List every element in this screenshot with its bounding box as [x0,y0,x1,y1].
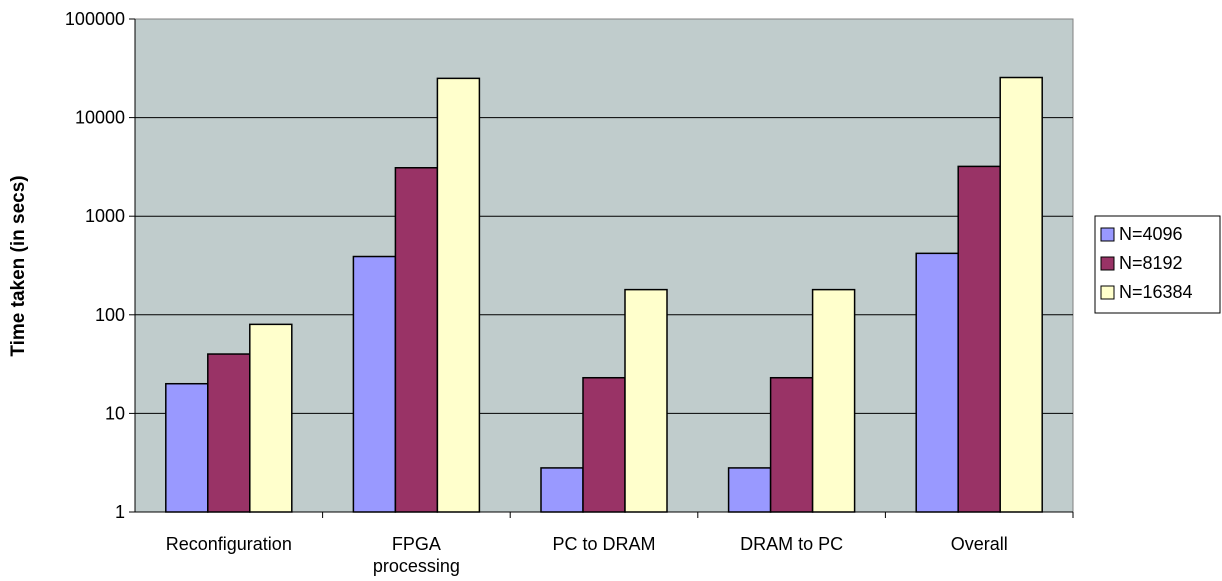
x-tick-label: DRAM to PC [740,534,843,554]
bar [352,255,397,513]
bars [165,76,1043,513]
legend: N=4096 N=8192 N=16384 [1094,215,1221,314]
x-tick-label: processing [373,556,460,576]
bar [957,165,1001,513]
x-tick-label: Reconfiguration [166,534,292,554]
y-tick-label: 100000 [65,9,125,29]
legend-label: N=4096 [1119,224,1183,244]
y-tick-label: 1 [115,502,125,522]
legend-box [1094,215,1221,314]
bar [249,323,293,513]
legend-label: N=16384 [1119,282,1193,302]
bar [582,376,626,513]
bar [436,77,481,513]
y-axis-title: Time taken (in secs) [8,175,29,356]
bar [769,376,814,513]
bar [811,288,856,513]
y-tick-label: 100 [95,305,125,325]
legend-swatch [1100,256,1115,271]
legend-swatch [1100,285,1115,300]
y-tick-label: 10000 [75,108,125,128]
bar [394,167,439,513]
bar [207,353,251,513]
y-tick-label: 1000 [85,206,125,226]
legend-label: N=8192 [1119,253,1183,273]
bar [624,288,668,513]
bar [165,382,209,513]
x-tick-label: PC to DRAM [552,534,655,554]
bar [540,467,584,513]
bar [915,252,959,513]
legend-swatch [1100,227,1115,242]
x-tick-label: Overall [951,534,1008,554]
bar [727,467,772,513]
y-axis-ticks: 1 10 100 1000 10000 100000 [65,9,135,522]
y-tick-label: 10 [105,403,125,423]
x-tick-label: FPGA [392,534,441,554]
bar [999,76,1043,513]
